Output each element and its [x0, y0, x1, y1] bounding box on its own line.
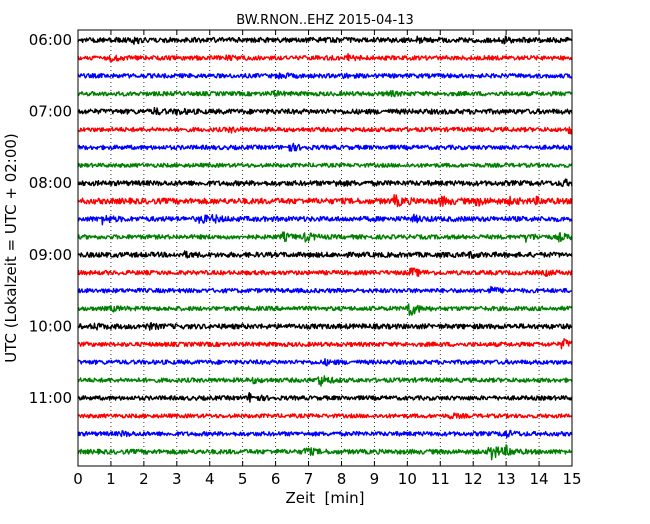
x-tick-label: 10 — [398, 470, 417, 488]
grid-lines — [110, 30, 540, 466]
plot-frame — [77, 29, 573, 467]
trace-row-13 — [77, 250, 573, 259]
trace-row-3 — [77, 72, 573, 80]
trace-row-1 — [77, 35, 573, 45]
trace-row-15 — [77, 285, 573, 294]
x-tick-label: 15 — [562, 470, 581, 488]
trace-row-19 — [77, 357, 573, 367]
trace-row-2 — [77, 52, 573, 63]
x-tick-label: 13 — [497, 470, 516, 488]
trace-row-16 — [77, 303, 573, 316]
x-tick-label: 14 — [530, 470, 549, 488]
trace-row-20 — [77, 375, 573, 387]
x-tick-label: 9 — [370, 470, 380, 488]
trace-row-23 — [77, 429, 573, 439]
trace-row-6 — [77, 126, 573, 135]
x-tick-label: 6 — [271, 470, 281, 488]
x-tick-label: 2 — [139, 470, 149, 488]
chart-title: BW.RNON..EHZ 2015-04-13 — [236, 13, 414, 28]
trace-row-14 — [77, 267, 573, 277]
x-tick-label: 3 — [172, 470, 182, 488]
x-tick-label: 7 — [304, 470, 314, 488]
y-tick-label: 10:00 — [29, 317, 72, 335]
trace-row-24 — [77, 444, 573, 461]
trace-row-9 — [77, 178, 573, 187]
x-tick-label: 5 — [238, 470, 248, 488]
trace-row-5 — [77, 106, 573, 116]
trace-row-10 — [77, 193, 573, 208]
y-tick-label: 11:00 — [29, 389, 72, 407]
x-tick-label: 4 — [205, 470, 215, 488]
y-tick-label: 06:00 — [29, 31, 72, 49]
x-tick-label: 0 — [73, 470, 83, 488]
trace-rows — [77, 35, 573, 461]
x-tick-label: 1 — [106, 470, 116, 488]
trace-row-7 — [77, 142, 573, 152]
trace-row-17 — [77, 321, 573, 331]
trace-row-11 — [77, 213, 573, 226]
y-tick-label: 08:00 — [29, 174, 72, 192]
trace-row-8 — [77, 162, 573, 168]
x-axis-label: Zeit [min] — [285, 489, 364, 507]
y-axis-label: UTC (Lokalzeit = UTC + 02:00) — [2, 133, 20, 363]
x-tick-label: 8 — [337, 470, 347, 488]
trace-row-21 — [77, 392, 573, 403]
y-tick-label: 09:00 — [29, 246, 72, 264]
trace-row-22 — [77, 412, 573, 420]
axis-ticks: 0 1 2 3 4 5 6 7 8 9 10 11 12 13 14 1506:0007:0008:0009:… — [29, 30, 582, 488]
trace-row-4 — [77, 89, 573, 98]
trace-row-18 — [77, 338, 573, 350]
x-tick-label: 11 — [431, 470, 450, 488]
y-tick-label: 07:00 — [29, 103, 72, 121]
trace-row-12 — [77, 231, 573, 243]
x-tick-label: 12 — [464, 470, 483, 488]
